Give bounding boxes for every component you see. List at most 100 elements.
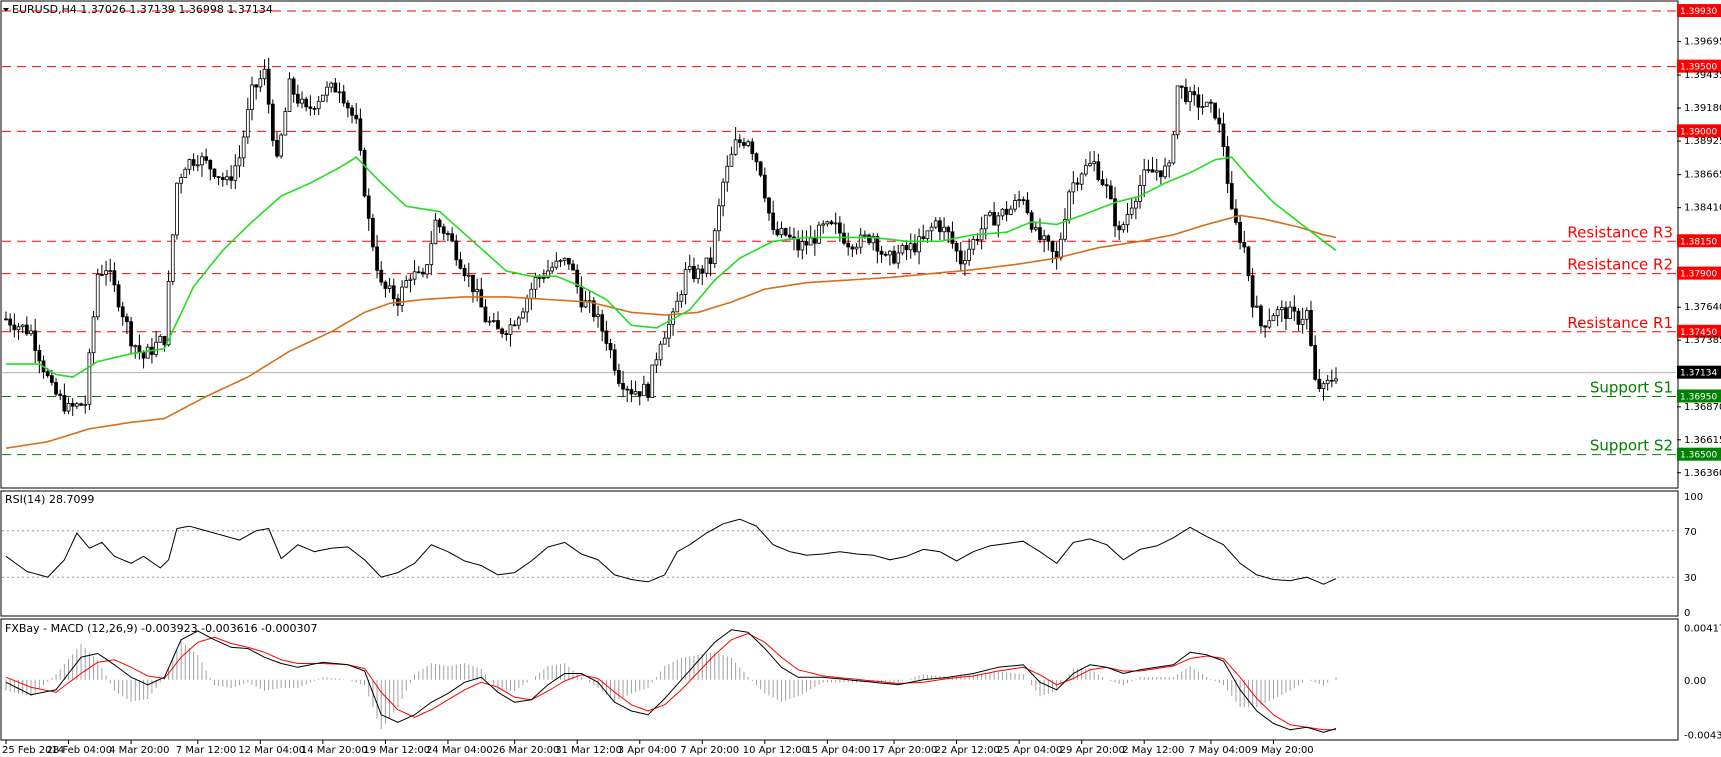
candle-down xyxy=(1179,85,1184,88)
candle-up xyxy=(1092,161,1097,164)
candle-down xyxy=(913,243,917,253)
candle-up xyxy=(158,335,163,343)
candle-up xyxy=(908,243,913,251)
candle-up xyxy=(1058,238,1063,259)
candle-up xyxy=(550,266,555,272)
level-label-4: Resistance R2 xyxy=(1567,256,1673,274)
candle-up xyxy=(1171,134,1176,164)
candle-up xyxy=(237,157,242,167)
candle-down xyxy=(1246,246,1251,277)
level-tag-0: 1.39930 xyxy=(1677,4,1721,18)
candle-down xyxy=(1292,306,1297,312)
candle-up xyxy=(429,243,434,266)
price-tick-label: 1.39180 xyxy=(1684,103,1721,114)
candle-up xyxy=(817,224,821,244)
candle-down xyxy=(1238,222,1242,243)
candle-down xyxy=(125,316,129,323)
candle-down xyxy=(1096,161,1101,181)
candle-down xyxy=(892,250,896,264)
candle-up xyxy=(262,68,267,80)
candle-up xyxy=(187,159,192,170)
candle-up xyxy=(29,330,33,335)
candle-up xyxy=(642,383,646,397)
level-tag-bg xyxy=(1677,389,1721,403)
candle-down xyxy=(291,78,296,95)
macd-tick-label: 0.00 xyxy=(1684,676,1706,687)
candle-down xyxy=(1284,307,1288,319)
candle-down xyxy=(566,257,571,265)
candle-up xyxy=(108,270,113,273)
candle-down xyxy=(379,269,384,283)
level-tag-3: 1.38150 xyxy=(1677,234,1721,248)
level-label-5: Resistance R1 xyxy=(1567,314,1673,332)
candle-down xyxy=(829,221,834,225)
time-tick-label: 31 Mar 12:00 xyxy=(555,745,622,756)
candle-down xyxy=(975,238,980,241)
candle-up xyxy=(725,165,730,183)
macd-main-line xyxy=(5,629,1337,733)
candle-down xyxy=(191,159,196,166)
price-header: EURUSD,H4 1.37026 1.37139 1.36998 1.3713… xyxy=(12,3,273,16)
current-price-tag: 1.37134 xyxy=(1677,365,1721,379)
candle-down xyxy=(383,281,388,289)
candle-down xyxy=(446,233,450,235)
candle-down xyxy=(750,141,755,155)
candle-up xyxy=(1121,224,1126,231)
candle-up xyxy=(546,270,550,278)
level-tag-4: 1.37900 xyxy=(1677,266,1721,280)
candle-up xyxy=(925,230,930,239)
candle-down xyxy=(762,174,767,199)
candle-up xyxy=(525,298,530,313)
collapse-arrow-icon[interactable] xyxy=(3,8,9,12)
candle-up xyxy=(508,324,513,335)
candle-up xyxy=(404,280,409,288)
candle-up xyxy=(858,234,863,248)
candle-down xyxy=(116,284,121,308)
level-tag-1: 1.39500 xyxy=(1677,59,1721,73)
candle-down xyxy=(1150,169,1155,173)
candle-down xyxy=(950,231,955,244)
candle-up xyxy=(133,345,138,348)
time-tick-label: 28 Feb 04:00 xyxy=(47,745,113,756)
macd-header: FXBay - MACD (12,26,9) -0.003923 -0.0036… xyxy=(5,622,318,635)
candle-up xyxy=(1138,185,1142,202)
candle-down xyxy=(875,235,880,252)
candle-up xyxy=(721,181,725,207)
candle-down xyxy=(54,382,58,395)
candle-up xyxy=(325,86,329,96)
candle-down xyxy=(112,270,117,286)
candle-down xyxy=(692,265,696,280)
candle-up xyxy=(1083,165,1088,175)
candle-down xyxy=(8,318,13,326)
candle-up xyxy=(1204,101,1209,107)
candle-up xyxy=(633,391,638,395)
candle-down xyxy=(366,195,371,219)
candle-down xyxy=(270,103,275,141)
candle-up xyxy=(425,264,429,275)
candle-up xyxy=(408,278,413,281)
candle-down xyxy=(1038,227,1042,240)
candle-down xyxy=(571,263,575,271)
candle-up xyxy=(1275,309,1280,316)
candle-down xyxy=(441,226,446,234)
rsi-tick-label: 0 xyxy=(1684,608,1690,619)
candle-down xyxy=(162,335,167,346)
candle-up xyxy=(562,257,567,261)
candle-down xyxy=(621,383,625,390)
candle-down xyxy=(1329,379,1334,382)
candle-down xyxy=(921,236,926,239)
candle-up xyxy=(75,403,79,407)
candle-up xyxy=(871,235,876,244)
candle-down xyxy=(1309,309,1313,346)
candle-down xyxy=(212,168,217,178)
candle-up xyxy=(91,316,96,354)
candle-up xyxy=(491,320,496,322)
candle-up xyxy=(971,238,976,250)
candle-down xyxy=(50,375,54,383)
price-tick-label: 1.37385 xyxy=(1684,335,1721,346)
price-axis: 1.39695 1.39435 1.39180 1.38925 1.38665 1.384… xyxy=(1677,36,1721,479)
candle-down xyxy=(604,330,609,344)
ma-slow-line xyxy=(5,214,1337,449)
candle-up xyxy=(650,364,655,398)
